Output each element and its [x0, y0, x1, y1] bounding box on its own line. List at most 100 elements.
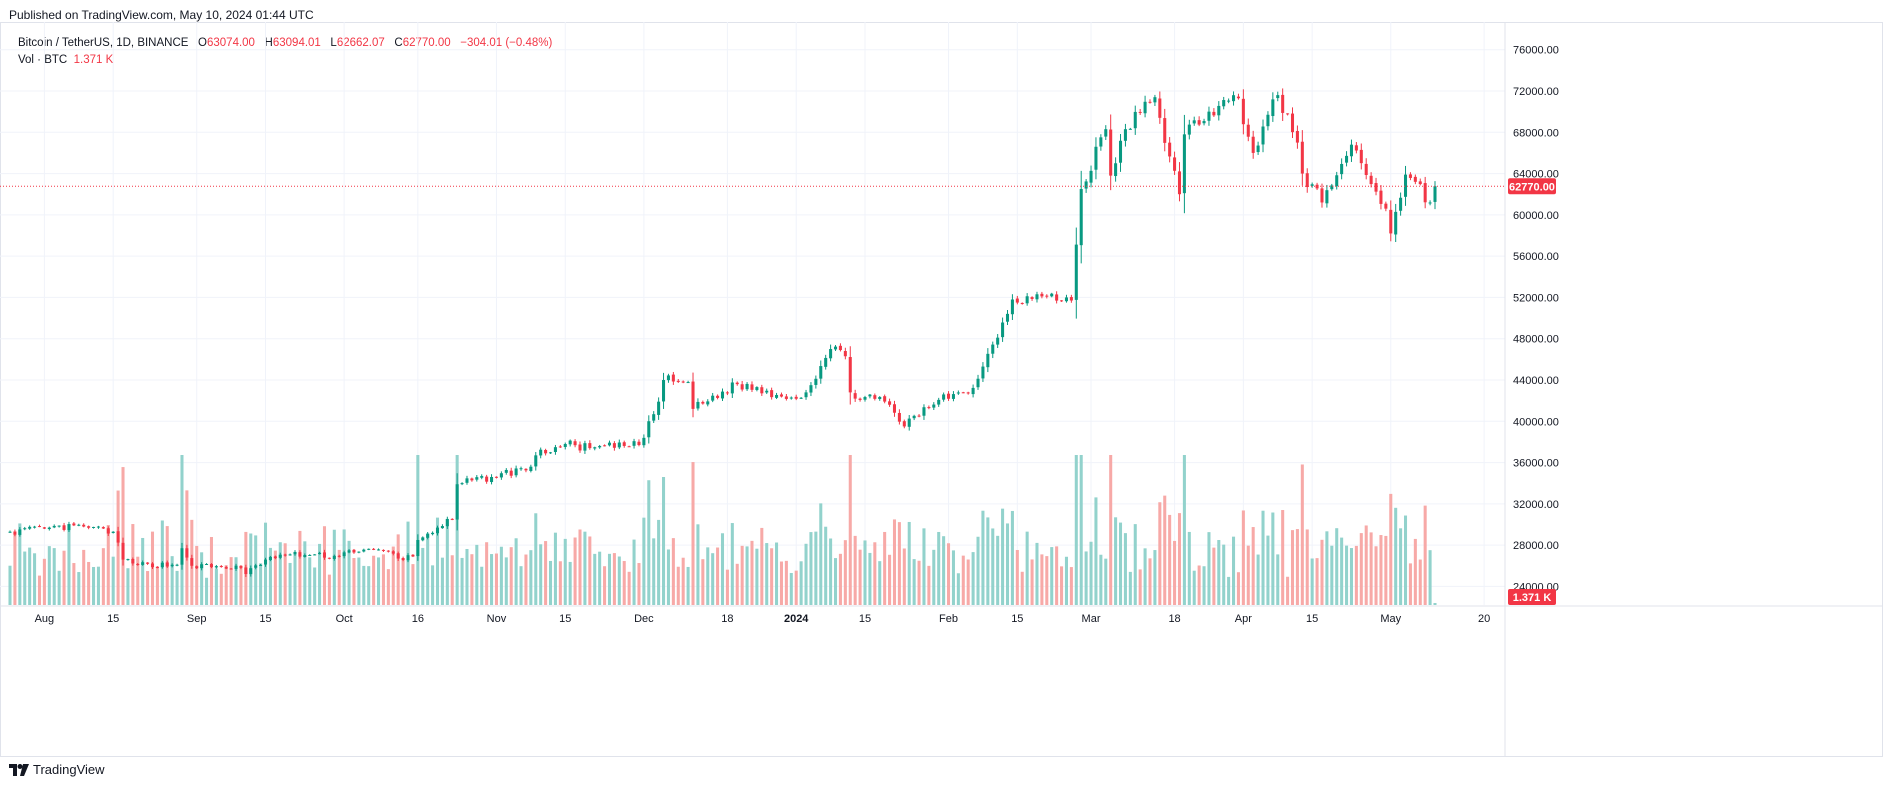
candle-up[interactable] [175, 564, 179, 566]
candle-up[interactable] [1010, 299, 1014, 315]
candle-up[interactable] [8, 531, 12, 533]
candle-down[interactable] [750, 384, 754, 390]
candle-up[interactable] [214, 566, 218, 568]
candle-up[interactable] [440, 526, 444, 529]
candle-down[interactable] [1418, 181, 1422, 185]
candle-down[interactable] [1354, 145, 1358, 151]
candle-up[interactable] [956, 392, 960, 394]
candle-down[interactable] [224, 567, 228, 569]
candle-up[interactable] [332, 555, 336, 559]
candle-up[interactable] [775, 394, 779, 398]
candle-up[interactable] [1399, 197, 1403, 211]
candle-up[interactable] [1114, 163, 1118, 177]
candle-up[interactable] [377, 549, 381, 551]
candle-up[interactable] [922, 407, 926, 416]
candle-up[interactable] [1084, 181, 1088, 189]
candle-down[interactable] [509, 470, 513, 476]
candle-down[interactable] [82, 524, 86, 527]
candle-up[interactable] [342, 552, 346, 557]
candle-up[interactable] [416, 539, 420, 557]
candle-up[interactable] [593, 447, 597, 449]
candle-up[interactable] [1025, 296, 1029, 304]
candle-down[interactable] [283, 554, 287, 556]
candle-up[interactable] [745, 383, 749, 390]
candle-up[interactable] [293, 551, 297, 555]
candle-up[interactable] [278, 554, 282, 558]
candle-down[interactable] [961, 392, 965, 394]
candle-up[interactable] [1118, 140, 1123, 163]
candle-up[interactable] [357, 551, 361, 553]
candle-down[interactable] [853, 393, 857, 399]
candle-down[interactable] [784, 396, 788, 399]
candle-up[interactable] [1005, 313, 1010, 322]
candle-up[interactable] [455, 484, 459, 520]
candle-up[interactable] [160, 562, 164, 568]
candle-up[interactable] [1133, 111, 1137, 129]
candle-down[interactable] [573, 441, 577, 446]
candle-down[interactable] [411, 554, 415, 557]
candle-up[interactable] [67, 524, 71, 531]
candle-down[interactable] [229, 568, 233, 570]
candle-up[interactable] [755, 387, 759, 390]
candle-up[interactable] [647, 421, 651, 438]
candle-up[interactable] [126, 559, 130, 561]
candle-up[interactable] [951, 394, 955, 399]
candle-down[interactable] [603, 445, 607, 447]
candle-up[interactable] [18, 529, 22, 535]
candle-up[interactable] [1330, 185, 1334, 190]
candle-up[interactable] [1232, 95, 1236, 102]
candle-down[interactable] [843, 351, 847, 357]
candle-up[interactable] [1187, 124, 1191, 135]
candle-up[interactable] [96, 526, 100, 528]
candle-up[interactable] [406, 555, 410, 561]
candle-down[interactable] [671, 374, 675, 382]
candle-down[interactable] [195, 566, 199, 569]
candle-down[interactable] [298, 552, 302, 557]
candle-down[interactable] [578, 444, 582, 451]
candle-up[interactable] [263, 559, 268, 565]
candle-down[interactable] [1290, 113, 1295, 133]
candle-up[interactable] [57, 525, 61, 527]
candle-up[interactable] [1050, 293, 1054, 297]
candle-down[interactable] [612, 443, 616, 448]
candle-up[interactable] [657, 401, 661, 415]
candle-down[interactable] [1305, 173, 1309, 188]
candle-up[interactable] [141, 562, 145, 565]
candle-down[interactable] [627, 446, 631, 448]
candle-up[interactable] [1192, 120, 1196, 124]
candle-up[interactable] [308, 554, 312, 556]
candle-down[interactable] [676, 380, 680, 382]
candle-up[interactable] [1104, 129, 1108, 137]
candle-down[interactable] [391, 551, 395, 554]
candle-down[interactable] [37, 526, 42, 528]
candle-down[interactable] [1163, 118, 1167, 143]
candle-up[interactable] [863, 397, 867, 400]
candle-up[interactable] [583, 443, 587, 451]
candle-up[interactable] [254, 565, 258, 568]
candle-down[interactable] [524, 468, 528, 471]
candle-down[interactable] [327, 557, 331, 559]
candle-up[interactable] [519, 468, 523, 470]
candle-down[interactable] [337, 555, 341, 557]
candle-up[interactable] [548, 452, 553, 454]
candle-up[interactable] [1143, 101, 1147, 114]
candle-down[interactable] [725, 392, 729, 394]
candle-down[interactable] [544, 449, 548, 454]
candle-up[interactable] [907, 418, 911, 427]
candle-up[interactable] [303, 555, 307, 557]
candle-up[interactable] [1403, 174, 1408, 197]
candle-up[interactable] [499, 473, 503, 478]
candle-up[interactable] [829, 349, 833, 359]
candle-up[interactable] [1310, 184, 1314, 186]
candle-down[interactable] [244, 567, 248, 575]
candle-down[interactable] [1173, 157, 1177, 171]
candle-up[interactable] [28, 526, 32, 529]
candle-up[interactable] [1433, 186, 1437, 202]
candle-up[interactable] [1207, 111, 1211, 121]
candle-up[interactable] [1325, 190, 1329, 204]
candle-up[interactable] [1428, 202, 1432, 204]
candle-down[interactable] [146, 562, 150, 564]
candle-up[interactable] [435, 527, 440, 534]
candle-down[interactable] [1158, 98, 1162, 118]
